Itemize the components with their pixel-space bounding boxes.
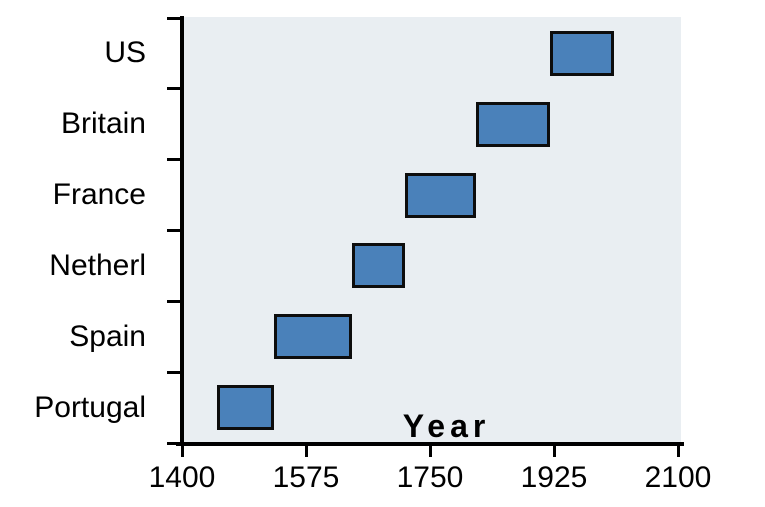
bar-britain <box>476 101 551 147</box>
bar-spain <box>274 314 353 360</box>
category-label-france: France <box>52 178 146 212</box>
x-tick-label-1925: 1925 <box>520 461 588 494</box>
y-tick <box>167 16 181 20</box>
plot-area <box>182 17 681 444</box>
bar-france <box>405 172 477 218</box>
category-label-britain: Britain <box>60 107 146 141</box>
y-tick <box>167 158 181 162</box>
y-tick <box>167 299 181 303</box>
category-label-portugal: Portugal <box>34 390 146 424</box>
x-tick-1575 <box>304 446 308 457</box>
x-tick-label-1750: 1750 <box>396 461 464 494</box>
bar-portugal <box>217 385 275 431</box>
x-tick-label-1400: 1400 <box>148 461 216 494</box>
x-tick-label-1575: 1575 <box>272 461 340 494</box>
x-tick-2100 <box>676 446 680 457</box>
x-tick-label-2100: 2100 <box>644 461 712 494</box>
x-axis-line <box>176 442 684 446</box>
x-tick-1750 <box>428 446 432 457</box>
category-label-spain: Spain <box>69 319 146 353</box>
category-label-netherl: Netherl <box>49 248 146 282</box>
y-axis-line <box>180 16 184 446</box>
y-tick <box>167 441 181 445</box>
y-tick <box>167 229 181 232</box>
y-tick <box>167 87 181 91</box>
x-axis-title: Year <box>402 408 491 444</box>
bar-netherl <box>352 243 406 289</box>
x-tick-1400 <box>180 446 184 457</box>
category-label-us: US <box>104 36 146 70</box>
y-tick <box>167 370 181 374</box>
x-tick-1925 <box>552 446 556 457</box>
bar-us <box>550 30 615 76</box>
